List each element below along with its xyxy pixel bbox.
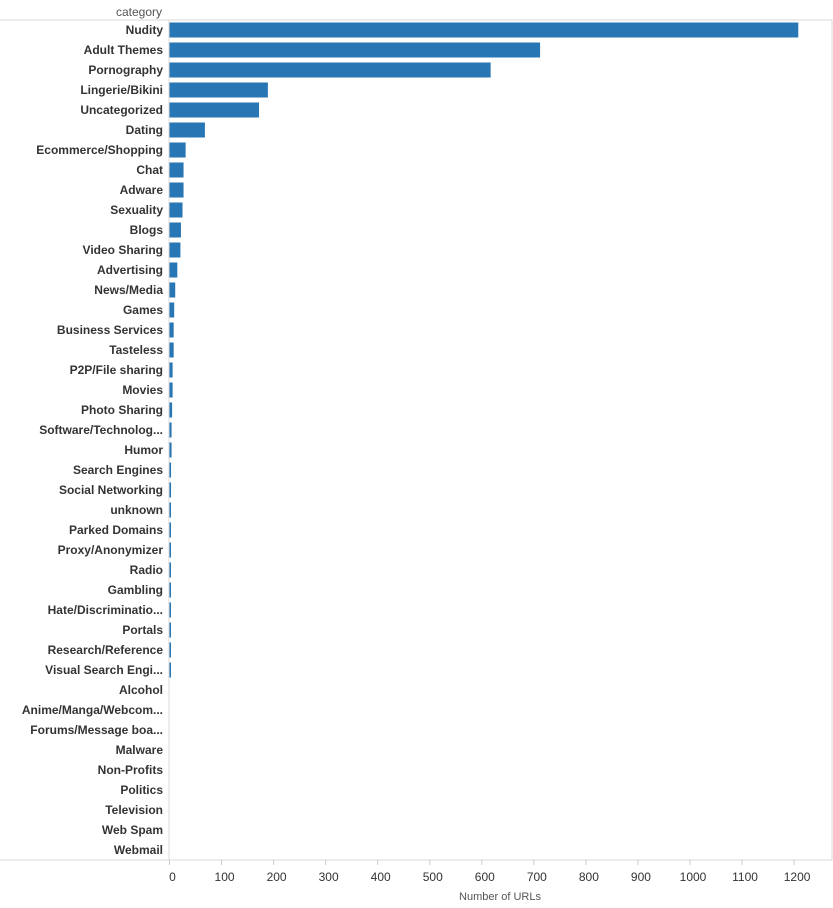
category-label: Research/Reference — [48, 643, 164, 657]
category-label: Sexuality — [110, 203, 163, 217]
category-label: Television — [105, 803, 163, 817]
bar-32[interactable] — [169, 662, 172, 678]
category-label: Advertising — [97, 263, 163, 277]
bar-25[interactable] — [169, 522, 172, 538]
x-tick-label: 300 — [319, 870, 339, 884]
bar-28[interactable] — [169, 582, 172, 598]
bar-3[interactable] — [169, 82, 268, 98]
category-label: Uncategorized — [80, 103, 163, 117]
bar-21[interactable] — [169, 442, 172, 458]
category-label: Photo Sharing — [81, 403, 163, 417]
bar-20[interactable] — [169, 422, 172, 438]
bar-17[interactable] — [169, 362, 173, 378]
bar-30[interactable] — [169, 622, 172, 638]
category-label: Business Services — [57, 323, 163, 337]
x-tick-label: 900 — [631, 870, 651, 884]
category-label: Lingerie/Bikini — [80, 83, 163, 97]
bar-10[interactable] — [169, 222, 181, 238]
category-label: Blogs — [130, 223, 164, 237]
bar-31[interactable] — [169, 642, 172, 658]
x-axis-ticks-group: 0 100 200 300 400 500 600 700 800 900 1000 1100 1200 — [169, 860, 811, 884]
bar-4[interactable] — [169, 102, 260, 118]
category-label: Politics — [120, 783, 163, 797]
bars-group — [169, 22, 799, 678]
bar-9[interactable] — [169, 202, 183, 218]
category-label: Dating — [126, 123, 163, 137]
category-label: Ecommerce/Shopping — [36, 143, 163, 157]
x-tick-label: 1100 — [732, 870, 758, 884]
bar-6[interactable] — [169, 142, 186, 158]
category-label: Alcohol — [119, 683, 163, 697]
bar-5[interactable] — [169, 122, 205, 138]
x-tick-label: 700 — [527, 870, 547, 884]
category-label: Chat — [136, 163, 163, 177]
x-tick-label: 400 — [371, 870, 391, 884]
category-label: Web Spam — [102, 823, 163, 837]
row-header-label: category — [116, 5, 162, 19]
category-label: Games — [123, 303, 163, 317]
category-label: Radio — [130, 563, 163, 577]
bar-14[interactable] — [169, 302, 175, 318]
bar-18[interactable] — [169, 382, 173, 398]
category-labels-group: Nudity Adult Themes Pornography Lingerie/Bi… — [22, 23, 163, 857]
category-label: Parked Domains — [69, 523, 163, 537]
bar-12[interactable] — [169, 262, 178, 278]
category-label: Adware — [120, 183, 164, 197]
x-tick-label: 0 — [169, 870, 176, 884]
category-label: Movies — [122, 383, 163, 397]
category-label: Non-Profits — [98, 763, 164, 777]
category-label: Proxy/Anonymizer — [58, 543, 164, 557]
category-label: Portals — [122, 623, 163, 637]
category-label: Tasteless — [109, 343, 163, 357]
bar-29[interactable] — [169, 602, 172, 618]
bar-23[interactable] — [169, 482, 172, 498]
category-label: Nudity — [126, 23, 164, 37]
x-axis-title: Number of URLs — [459, 891, 541, 903]
category-label: Webmail — [114, 843, 163, 857]
bar-16[interactable] — [169, 342, 174, 358]
bar-27[interactable] — [169, 562, 172, 578]
x-tick-label: 800 — [579, 870, 599, 884]
category-label: Humor — [124, 443, 163, 457]
category-label: Malware — [116, 743, 164, 757]
bar-11[interactable] — [169, 242, 181, 258]
category-label: Pornography — [88, 63, 163, 77]
category-label: Adult Themes — [84, 43, 164, 57]
category-label: Forums/Message boa... — [30, 723, 163, 737]
category-label: News/Media — [94, 283, 163, 297]
category-label: Visual Search Engi... — [45, 663, 163, 677]
category-label: Search Engines — [73, 463, 163, 477]
bar-8[interactable] — [169, 182, 184, 198]
bar-1[interactable] — [169, 42, 541, 58]
category-label: Software/Technolog... — [39, 423, 163, 437]
x-tick-label: 1000 — [680, 870, 707, 884]
bar-2[interactable] — [169, 62, 491, 78]
bar-19[interactable] — [169, 402, 173, 418]
bar-22[interactable] — [169, 462, 172, 478]
category-label: Video Sharing — [83, 243, 163, 257]
chart-frame — [0, 19, 833, 861]
x-tick-label: 600 — [475, 870, 495, 884]
bar-13[interactable] — [169, 282, 176, 298]
bar-26[interactable] — [169, 542, 172, 558]
x-tick-label: 200 — [267, 870, 287, 884]
bar-0[interactable] — [169, 22, 799, 38]
category-label: Social Networking — [59, 483, 163, 497]
bar-15[interactable] — [169, 322, 174, 338]
category-label: Hate/Discriminatio... — [48, 603, 163, 617]
x-tick-label: 500 — [423, 870, 443, 884]
category-label: unknown — [110, 503, 163, 517]
x-tick-label: 100 — [215, 870, 235, 884]
category-label: Gambling — [108, 583, 163, 597]
bar-24[interactable] — [169, 502, 172, 518]
category-label: Anime/Manga/Webcom... — [22, 703, 163, 717]
category-label: P2P/File sharing — [70, 363, 163, 377]
bar-7[interactable] — [169, 162, 184, 178]
x-tick-label: 1200 — [784, 870, 811, 884]
